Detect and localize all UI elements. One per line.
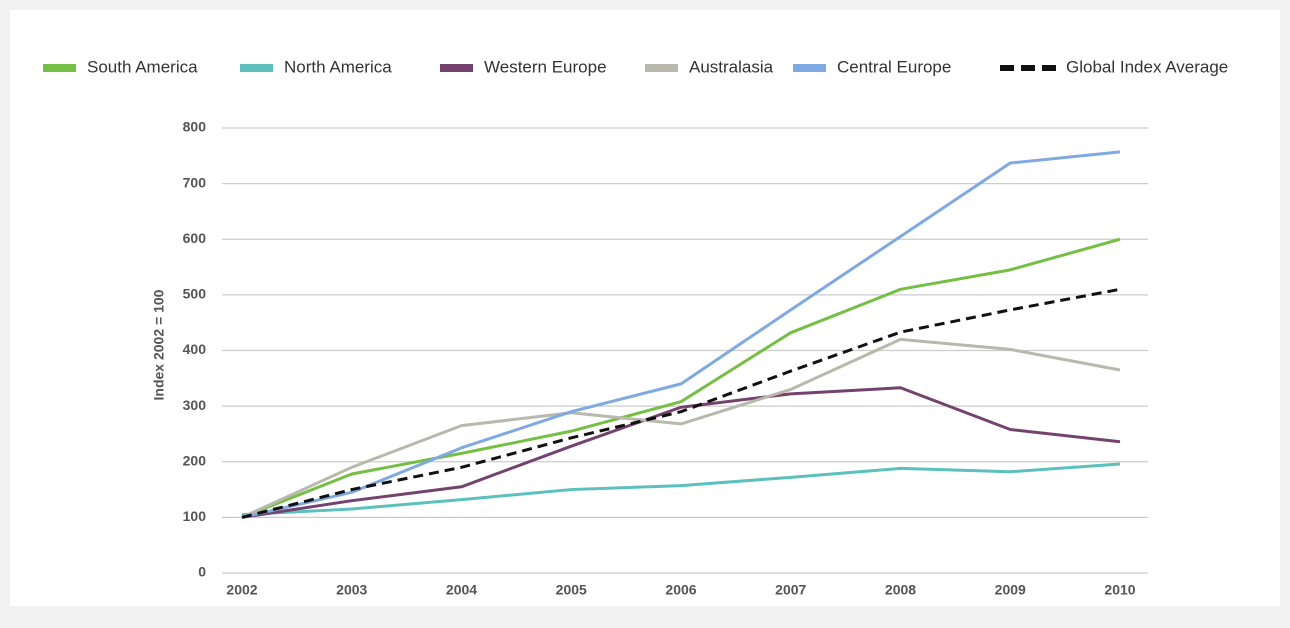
legend-swatch <box>645 64 678 72</box>
series-line <box>241 337 1121 519</box>
y-tick-label: 800 <box>183 119 207 135</box>
legend-label: Australasia <box>689 57 774 76</box>
y-axis-label: Index 2002 = 100 <box>151 289 167 400</box>
series-line <box>241 462 1121 517</box>
x-tick-label: 2003 <box>336 582 367 598</box>
panel <box>10 10 1280 606</box>
series-line <box>241 386 1121 519</box>
legend-label: North America <box>284 57 392 76</box>
legend-label: Global Index Average <box>1066 57 1228 76</box>
y-tick-label: 200 <box>183 452 207 468</box>
legend-swatch <box>793 64 826 72</box>
y-tick-label: 700 <box>183 174 207 190</box>
legend-label: South America <box>87 57 198 76</box>
legend-swatch <box>440 64 473 72</box>
y-tick-label: 300 <box>183 397 207 413</box>
x-tick-label: 2009 <box>995 582 1026 598</box>
x-tick-label: 2002 <box>226 582 257 598</box>
y-tick-label: 600 <box>183 230 207 246</box>
y-tick-label: 100 <box>183 508 207 524</box>
legend-swatch <box>240 64 273 72</box>
series-line <box>241 150 1121 519</box>
legend-label: Central Europe <box>837 57 951 76</box>
series-line <box>241 237 1121 519</box>
x-tick-label: 2006 <box>665 582 696 598</box>
x-tick-label: 2004 <box>446 582 477 598</box>
x-tick-label: 2005 <box>556 582 587 598</box>
legend-label: Western Europe <box>484 57 607 76</box>
y-tick-label: 400 <box>183 341 207 357</box>
series-line <box>241 287 1121 519</box>
y-tick-label: 0 <box>198 564 206 580</box>
x-tick-label: 2010 <box>1104 582 1135 598</box>
legend-swatch <box>43 64 76 72</box>
x-tick-label: 2008 <box>885 582 916 598</box>
x-tick-label: 2007 <box>775 582 806 598</box>
y-tick-label: 500 <box>183 286 207 302</box>
